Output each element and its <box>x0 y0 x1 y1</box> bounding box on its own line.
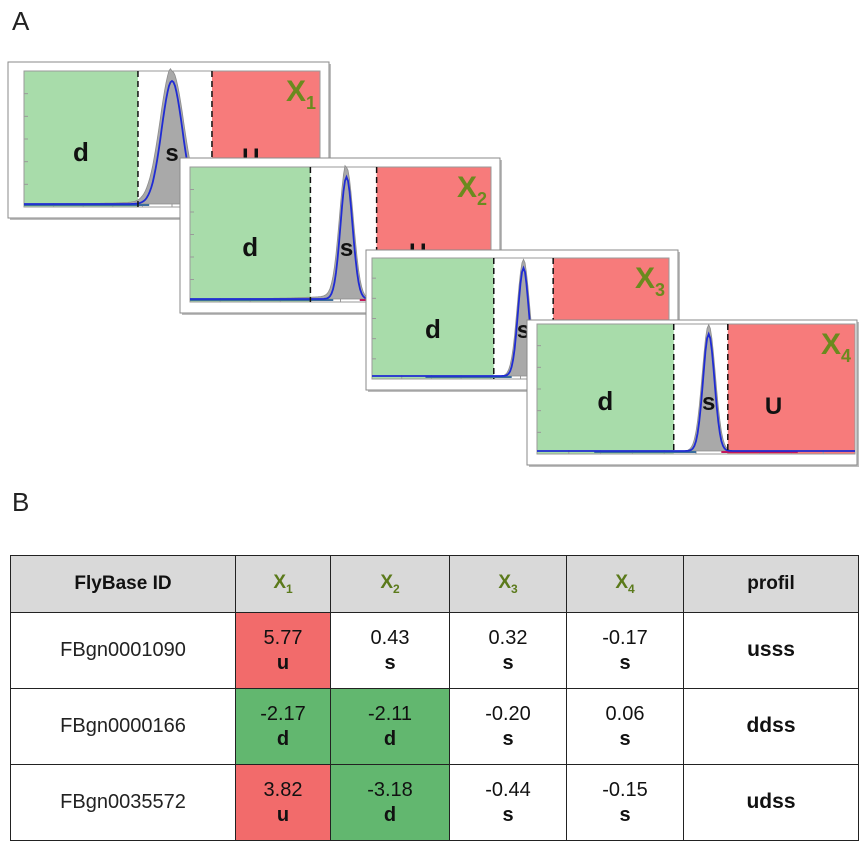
plot-title-subscript: 2 <box>477 189 487 209</box>
cell-class: s <box>619 651 631 674</box>
x4-cell: 0.06 s <box>566 688 684 765</box>
steady-region-label: s <box>165 140 178 167</box>
cell-class: d <box>383 803 397 826</box>
cell-value: 5.77 <box>263 626 303 649</box>
down-region-label: d <box>597 386 613 416</box>
cell-value: -0.44 <box>485 778 531 801</box>
x2-cell: 0.43 s <box>330 612 450 689</box>
cell-value: -0.15 <box>602 778 648 801</box>
down-region-label: d <box>242 232 258 262</box>
plot-title-letter: X <box>821 328 841 361</box>
cell-class: s <box>619 803 631 826</box>
flybase-id-cell: FBgn0000166 <box>10 688 236 765</box>
header-x1: X1 <box>235 555 331 613</box>
flybase-id-cell: FBgn0001090 <box>10 612 236 689</box>
plot-title-letter: X <box>286 75 306 108</box>
table-row: FBgn0035572 3.82 u -3.18 d -0.44 s -0.15 s udss <box>10 764 859 841</box>
header-x4: X4 <box>566 555 684 613</box>
plot-title-subscript: 1 <box>306 93 316 113</box>
distribution-panels-figure: dsUX1dsUX2dsUX3dsUX4 <box>7 61 859 467</box>
header-x2-subscript: 2 <box>393 581 400 596</box>
cell-value: -3.18 <box>367 778 413 801</box>
profile-cell: udss <box>683 764 859 841</box>
cell-value: -2.11 <box>367 702 413 725</box>
cell-value: 3.82 <box>263 778 303 801</box>
down-region <box>372 258 494 379</box>
cell-value: 0.06 <box>605 702 645 725</box>
header-x4-letter: X <box>615 572 628 594</box>
fit-curve <box>537 331 855 452</box>
cell-class: d <box>276 727 290 750</box>
cell-class: s <box>384 651 396 674</box>
profile-cell: usss <box>683 612 859 689</box>
plot-title-subscript: 4 <box>841 346 851 366</box>
x4-cell: -0.17 s <box>566 612 684 689</box>
down-region <box>190 167 311 302</box>
x2-cell: -2.11 d <box>330 688 450 765</box>
plot-title: X3 <box>635 262 665 300</box>
plot-title: X2 <box>457 171 487 209</box>
up-region-label: U <box>765 393 782 420</box>
x1-cell: 3.82 u <box>235 764 331 841</box>
cell-class: d <box>383 727 397 750</box>
x4-cell: -0.15 s <box>566 764 684 841</box>
down-region <box>24 71 138 207</box>
cell-value: -2.17 <box>260 702 306 725</box>
down-region <box>537 324 674 454</box>
up-region <box>727 324 855 454</box>
cell-class: u <box>276 651 290 674</box>
header-x3: X3 <box>449 555 567 613</box>
distribution-plot-x4: d s U X4 <box>526 319 859 467</box>
table-header-row: FlyBase ID X1 X2 X3 X4 profil <box>10 555 859 613</box>
header-x1-letter: X <box>273 572 286 594</box>
cell-value: -0.20 <box>485 702 531 725</box>
plot-title-subscript: 3 <box>655 280 665 300</box>
table-row: FBgn0001090 5.77 u 0.43 s 0.32 s -0.17 s usss <box>10 612 859 689</box>
gene-profile-table: FlyBase ID X1 X2 X3 X4 profil FBgn000109… <box>10 555 859 841</box>
x1-cell: -2.17 d <box>235 688 331 765</box>
cell-value: 0.32 <box>488 626 528 649</box>
header-x3-letter: X <box>498 572 511 594</box>
profile-cell: ddss <box>683 688 859 765</box>
plot-title: X4 <box>821 328 851 366</box>
plot-title: X1 <box>286 75 316 113</box>
header-x4-subscript: 4 <box>628 581 635 596</box>
x3-cell: -0.44 s <box>449 764 567 841</box>
x3-cell: 0.32 s <box>449 612 567 689</box>
table-row: FBgn0000166 -2.17 d -2.11 d -0.20 s 0.06 s ddss <box>10 688 859 765</box>
panel-a-label: A <box>12 6 30 36</box>
x3-cell: -0.20 s <box>449 688 567 765</box>
cell-class: u <box>276 803 290 826</box>
x2-cell: -3.18 d <box>330 764 450 841</box>
steady-region-label: s <box>340 235 353 262</box>
cell-class: s <box>502 803 514 826</box>
header-flybase-id: FlyBase ID <box>10 555 236 613</box>
header-x2: X2 <box>330 555 450 613</box>
cell-value: 0.43 <box>370 626 410 649</box>
x1-cell: 5.77 u <box>235 612 331 689</box>
cell-class: s <box>502 727 514 750</box>
header-profile: profil <box>683 555 859 613</box>
flybase-id-cell: FBgn0035572 <box>10 764 236 841</box>
header-x1-subscript: 1 <box>286 581 293 596</box>
cell-class: s <box>502 651 514 674</box>
header-x2-letter: X <box>380 572 393 594</box>
down-region-label: d <box>425 314 441 344</box>
plot-title-letter: X <box>635 262 655 295</box>
steady-region-label: s <box>702 389 715 416</box>
cell-value: -0.17 <box>602 626 648 649</box>
panel-b-label: B <box>12 487 30 517</box>
cell-class: s <box>619 727 631 750</box>
down-region-label: d <box>73 137 89 167</box>
header-x3-subscript: 3 <box>511 581 518 596</box>
plot-title-letter: X <box>457 171 477 204</box>
